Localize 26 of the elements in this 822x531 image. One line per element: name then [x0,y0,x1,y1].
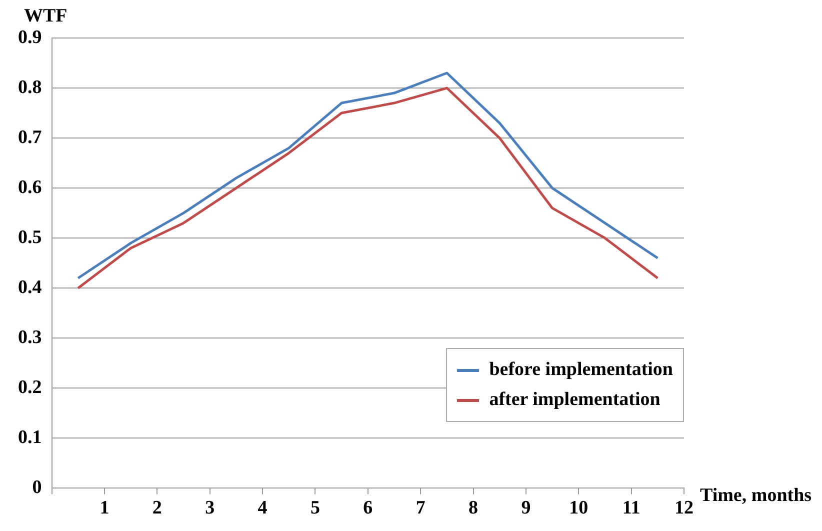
y-axis-title: WTF [24,5,68,26]
x-tick-label: 2 [152,498,162,519]
x-tick-label: 1 [100,498,110,519]
x-tick-label: 11 [622,498,640,519]
legend-label: before implementation [489,358,673,382]
x-tick-label: 5 [310,498,320,519]
y-tick-label: 0.1 [18,427,42,448]
y-tick-label: 0 [32,477,42,498]
x-tick-label: 7 [416,498,426,519]
x-tick-label: 4 [258,498,268,519]
x-tick-label: 8 [468,498,478,519]
x-tick-label: 9 [521,498,531,519]
x-tick-label: 10 [569,498,588,519]
x-axis-title: Time, months [700,485,812,506]
y-tick-label: 0.2 [18,377,42,398]
legend-label: after implementation [489,388,660,412]
x-tick-label: 12 [674,498,694,519]
y-tick-label: 0.5 [18,226,42,248]
x-tick-label: 3 [205,498,215,519]
y-tick-label: 0.6 [18,176,42,198]
y-tick-label: 0.4 [18,277,42,298]
y-tick-label: 0.8 [18,76,42,98]
y-tick-label: 0.9 [18,26,42,48]
y-tick-label: 0.7 [18,126,42,148]
x-tick-label: 6 [363,498,373,519]
y-tick-label: 0.3 [18,327,42,348]
